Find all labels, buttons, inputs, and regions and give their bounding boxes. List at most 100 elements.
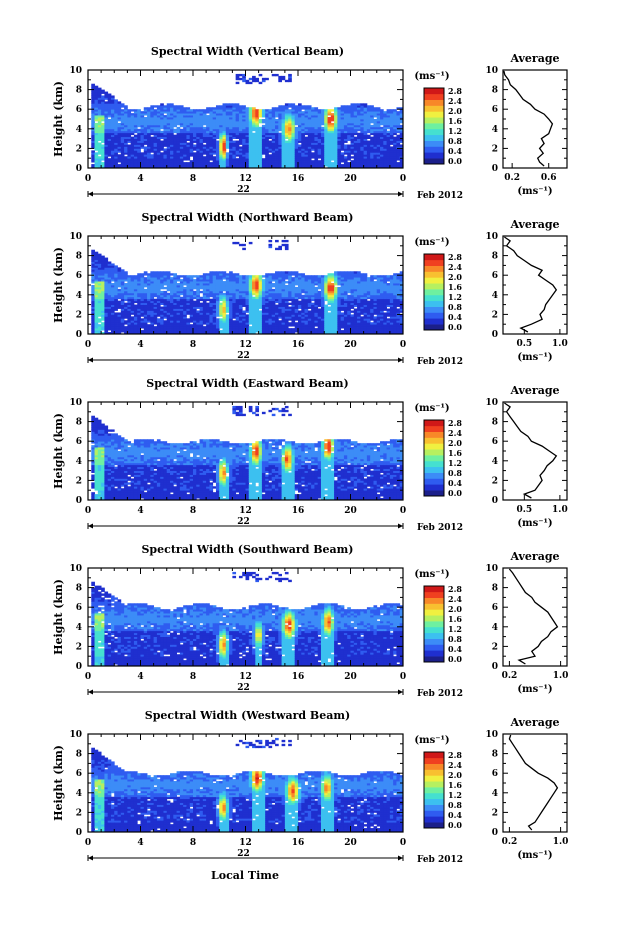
heatmap-cell (232, 120, 237, 124)
heatmap-cell (222, 113, 227, 116)
heatmap-cell (258, 166, 263, 169)
heatmap-cell (209, 166, 214, 169)
heatmap-cell (327, 128, 332, 132)
heatmap-cell (163, 109, 168, 112)
heatmap-cell (350, 162, 355, 165)
heatmap-cell (255, 162, 260, 165)
heatmap-cell (94, 310, 99, 313)
heatmap-cell (268, 134, 273, 138)
heatmap-cell (238, 160, 243, 163)
heatmap-cell (294, 148, 299, 151)
heatmap-cell (104, 304, 109, 307)
heatmap-cell (173, 146, 177, 149)
heatmap-cell (386, 126, 391, 130)
heatmap-cell (357, 109, 361, 112)
heatmap-cell (229, 107, 233, 110)
heatmap-cell (101, 128, 105, 132)
heatmap-cell (166, 111, 171, 114)
heatmap-cell (199, 138, 204, 141)
heatmap-cell (166, 271, 171, 274)
heatmap-cell (248, 77, 253, 81)
heatmap-cell (271, 117, 276, 120)
heatmap-cell (137, 304, 141, 307)
heatmap-cell (215, 156, 220, 159)
heatmap-cell (91, 308, 95, 311)
heatmap-cell (133, 298, 138, 302)
heatmap-cell (104, 281, 109, 284)
heatmap-cell (206, 132, 210, 136)
heatmap-cell (327, 124, 332, 128)
heatmap-cell (166, 142, 171, 145)
heatmap-cell (156, 107, 161, 110)
heatmap-cell (147, 292, 151, 296)
heatmap-cell (343, 109, 348, 112)
heatmap-cell (107, 134, 112, 138)
heatmap-cell (104, 314, 109, 317)
heatmap-cell (389, 158, 394, 161)
heatmap-cell (212, 107, 217, 110)
heatmap-cell (94, 115, 99, 118)
heatmap-cell (298, 120, 302, 124)
heatmap-cell (206, 134, 210, 138)
heatmap-cell (101, 144, 105, 147)
heatmap-cell (284, 103, 289, 106)
heatmap-cell (199, 132, 204, 136)
heatmap-cell (360, 124, 365, 128)
colorbar-swatch (424, 146, 444, 153)
heatmap-cell (235, 241, 240, 245)
heatmap-cell (340, 109, 345, 112)
heatmap-cell (294, 162, 299, 165)
heatmap-cell (110, 111, 115, 114)
heatmap-cell (101, 324, 105, 327)
heatmap-cell (114, 294, 118, 298)
heatmap-cell (284, 120, 289, 124)
heatmap-cell (94, 318, 99, 321)
heatmap-cell (258, 164, 263, 167)
heatmap-cell (357, 154, 361, 157)
heatmap-cell (380, 154, 384, 157)
heatmap-cell (176, 136, 181, 139)
heatmap-cell (327, 166, 332, 169)
heatmap-cell (206, 111, 210, 114)
heatmap-cell (320, 113, 325, 116)
heatmap-cell (380, 158, 384, 161)
heatmap-cell (334, 162, 338, 165)
heatmap-cell (143, 120, 148, 124)
heatmap-cell (114, 146, 118, 149)
heatmap-cell (334, 122, 338, 126)
heatmap-cell (238, 243, 243, 247)
heatmap-cell (176, 119, 181, 122)
heatmap-cell (176, 148, 181, 151)
heatmap-cell (281, 243, 286, 247)
heatmap-cell (265, 124, 269, 128)
heatmap-cell (242, 156, 246, 159)
heatmap-cell (179, 160, 184, 163)
heatmap-cell (232, 146, 237, 149)
heatmap-cell (193, 166, 197, 169)
heatmap-cell (163, 150, 168, 153)
heatmap-cell (284, 115, 289, 118)
heatmap-cell (383, 122, 387, 126)
heatmap-cell (389, 134, 394, 138)
heatmap-cell (94, 124, 99, 128)
heatmap-cell (225, 134, 230, 138)
heatmap-cell (215, 126, 220, 130)
heatmap-cell (101, 119, 105, 122)
heatmap-cell (393, 144, 397, 147)
heatmap-cell (301, 117, 305, 120)
heatmap-cell (94, 142, 99, 145)
heatmap-cell (140, 132, 145, 136)
heatmap-cell (97, 87, 102, 90)
heatmap-cell (288, 134, 292, 138)
heatmap-cell (179, 130, 184, 134)
heatmap-cell (94, 324, 99, 327)
heatmap-cell (160, 119, 164, 122)
heatmap-cell (327, 134, 332, 138)
heatmap-cell (91, 259, 95, 262)
heatmap-cell (278, 111, 282, 114)
heatmap-cell (291, 122, 296, 126)
heatmap-cell (343, 136, 348, 139)
heatmap-cell (107, 138, 112, 141)
heatmap-cell (386, 120, 391, 124)
heatmap-cell (215, 130, 220, 134)
